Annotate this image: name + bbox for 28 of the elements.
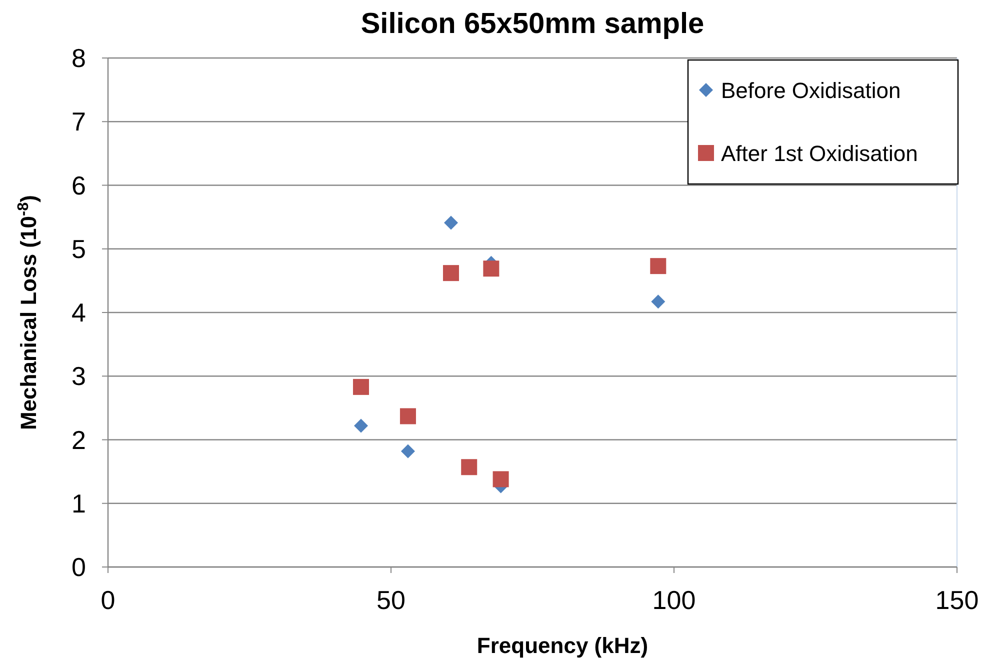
point <box>444 216 458 230</box>
x-axis-title: Frequency (kHz) <box>476 633 648 658</box>
point <box>483 260 500 277</box>
legend-label: After 1st Oxidisation <box>721 141 918 166</box>
point <box>651 294 666 309</box>
x-tick-label: 100 <box>652 585 696 615</box>
y-tick-label: 2 <box>72 424 86 455</box>
point <box>400 408 416 424</box>
x-tick-label: 0 <box>100 585 116 615</box>
point <box>461 459 478 476</box>
point <box>353 378 369 395</box>
y-tick-label: 8 <box>72 43 86 73</box>
x-tick-label: 50 <box>376 585 406 615</box>
y-tick-label: 3 <box>72 361 86 392</box>
y-tick-label: 4 <box>72 298 86 328</box>
y-tick-label: 7 <box>72 106 86 137</box>
point <box>354 418 368 433</box>
x-tick-label: 150 <box>935 585 979 615</box>
chart-title: Silicon 65x50mm sample <box>360 8 704 40</box>
y-tick-label: 6 <box>72 170 86 200</box>
legend-label: Before Oxidisation <box>721 78 901 103</box>
y-tick-label: 0 <box>72 552 86 582</box>
point <box>492 471 509 488</box>
point <box>650 258 666 274</box>
point <box>442 265 459 282</box>
point <box>400 444 415 458</box>
y-tick-label: 1 <box>72 488 86 518</box>
y-tick-label: 5 <box>72 234 86 264</box>
